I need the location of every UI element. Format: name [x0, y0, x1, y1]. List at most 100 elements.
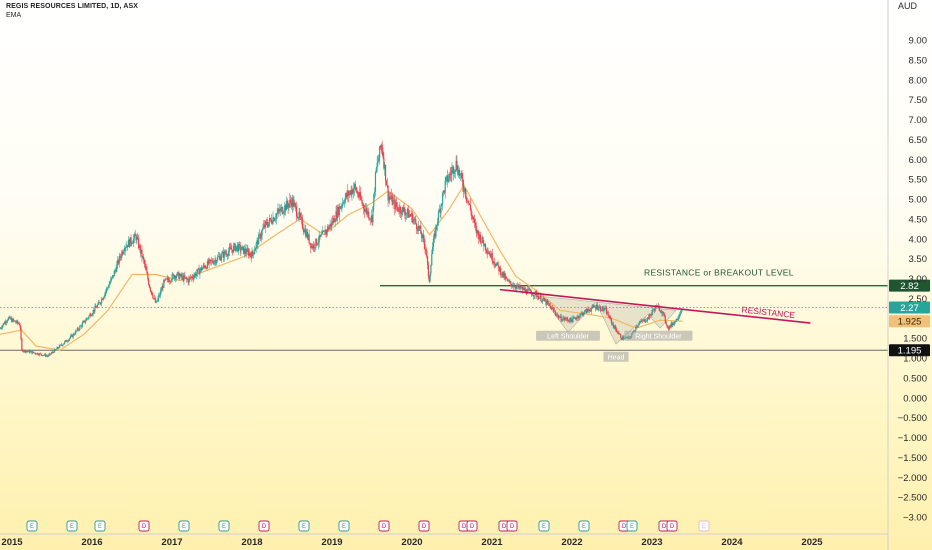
candle-body — [548, 303, 550, 306]
candle-body — [49, 353, 51, 355]
dividend-event-icon[interactable]: D — [138, 520, 150, 532]
candle-body — [85, 318, 88, 321]
candle-body — [524, 288, 526, 291]
candle-body — [486, 251, 488, 254]
y-tick-label: 9.00 — [909, 36, 928, 47]
y-tick-label: 6.00 — [909, 155, 928, 166]
candle-body — [671, 323, 673, 326]
candle-body — [81, 323, 83, 327]
candle-body — [132, 243, 134, 244]
candle-body — [235, 246, 237, 251]
candle-body — [248, 250, 250, 256]
candle-body — [589, 311, 592, 312]
candle-body — [140, 249, 142, 253]
earnings-event-icon[interactable]: E — [578, 520, 590, 532]
candle-body — [614, 326, 616, 329]
earnings-event-icon[interactable]: E — [94, 520, 106, 532]
candle-body — [395, 202, 397, 210]
horizontal-levels: 2.82 1.195 2.27 1.925 — [0, 279, 930, 357]
candle-body — [307, 234, 309, 239]
candle-body — [322, 231, 324, 232]
candle-body — [610, 316, 612, 320]
candle-body — [507, 280, 509, 282]
candle-body — [96, 307, 98, 308]
candle-body — [559, 316, 561, 318]
dividend-event-icon[interactable]: D — [666, 520, 678, 532]
dividend-event-icon[interactable]: D — [458, 520, 470, 532]
earnings-event-icon[interactable]: E — [626, 520, 638, 532]
earnings-event-icon[interactable]: E — [66, 520, 78, 532]
dividend-event-icon[interactable]: D — [258, 520, 270, 532]
candle-body — [549, 305, 551, 307]
earnings-event-icon[interactable]: E — [338, 520, 350, 532]
candle-body — [221, 253, 223, 258]
candle-body — [138, 238, 140, 248]
dividend-event-icon[interactable]: D — [466, 520, 478, 532]
candle-body — [352, 189, 354, 194]
event-marker-box — [698, 520, 710, 532]
candle-body — [416, 228, 419, 231]
earnings-event-icon[interactable]: E — [178, 520, 190, 532]
candle-body — [421, 234, 424, 239]
candle-body — [357, 192, 359, 196]
candle-body — [366, 208, 368, 214]
candle-body — [670, 323, 672, 327]
candle-body — [390, 197, 392, 199]
candle-body — [58, 347, 60, 349]
event-marker-box — [338, 520, 350, 532]
candle-body — [122, 251, 124, 254]
candle-body — [418, 225, 420, 229]
candle-body — [325, 230, 327, 235]
y-tick-label: 4.00 — [909, 234, 928, 245]
candle-body — [137, 237, 139, 239]
earnings-event-icon[interactable]: E — [538, 520, 550, 532]
candle-body — [621, 336, 624, 340]
candle-body — [641, 320, 643, 322]
candle-body — [25, 351, 27, 353]
event-marker-box — [26, 520, 38, 532]
candle-body — [571, 320, 573, 323]
candle-body — [663, 312, 665, 314]
candle-body — [205, 267, 207, 268]
candle-body — [195, 273, 198, 277]
candle-body — [337, 207, 339, 219]
price-tag — [889, 344, 930, 357]
earnings-event-icon[interactable]: E — [698, 520, 710, 532]
candle-body — [439, 209, 441, 213]
candle-body — [275, 214, 277, 219]
dividend-event-icon[interactable]: D — [506, 520, 518, 532]
earnings-event-icon[interactable]: E — [298, 520, 310, 532]
candle-body — [182, 275, 184, 281]
candle-body — [417, 225, 419, 231]
dividend-event-icon[interactable]: D — [418, 520, 430, 532]
candle-body — [649, 314, 651, 315]
candle-body — [184, 275, 186, 278]
candle-body — [287, 205, 289, 208]
candle-body — [580, 313, 582, 314]
candle-body — [584, 309, 587, 311]
candle-body — [167, 278, 169, 281]
candle-body — [316, 238, 318, 245]
candle-body — [70, 335, 72, 337]
candle-body — [257, 240, 259, 245]
event-marker-letter: E — [30, 524, 34, 530]
candle-body — [428, 275, 430, 282]
candle-body — [411, 213, 413, 217]
candle-body — [479, 234, 482, 243]
candle-body — [594, 306, 597, 309]
candle-body — [152, 295, 154, 298]
indicator-label[interactable]: EMA — [6, 12, 22, 19]
earnings-event-icon[interactable]: E — [26, 520, 38, 532]
candle-body — [281, 206, 283, 214]
dividend-event-icon[interactable]: D — [378, 520, 390, 532]
candle-body — [673, 323, 675, 325]
y-tick-label: 5.00 — [909, 195, 928, 206]
candle-body — [138, 245, 141, 248]
earnings-event-icon[interactable]: E — [218, 520, 230, 532]
candle-body — [462, 178, 464, 187]
candle-body — [200, 267, 202, 271]
candle-body — [67, 340, 69, 342]
candle-body — [495, 263, 498, 267]
